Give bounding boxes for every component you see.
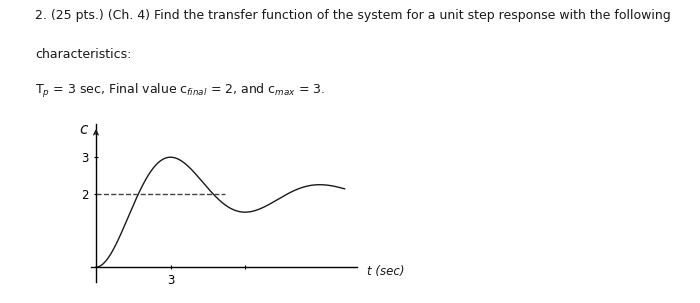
- Text: T$_p$ = 3 sec, Final value c$_{final}$ = 2, and c$_{max}$ = 3.: T$_p$ = 3 sec, Final value c$_{final}$ =…: [35, 82, 326, 100]
- Text: characteristics:: characteristics:: [35, 48, 132, 62]
- Text: c: c: [79, 122, 88, 137]
- Text: t (sec): t (sec): [367, 265, 405, 278]
- Text: 2. (25 pts.) (Ch. 4) Find the transfer function of the system for a unit step re: 2. (25 pts.) (Ch. 4) Find the transfer f…: [35, 9, 671, 22]
